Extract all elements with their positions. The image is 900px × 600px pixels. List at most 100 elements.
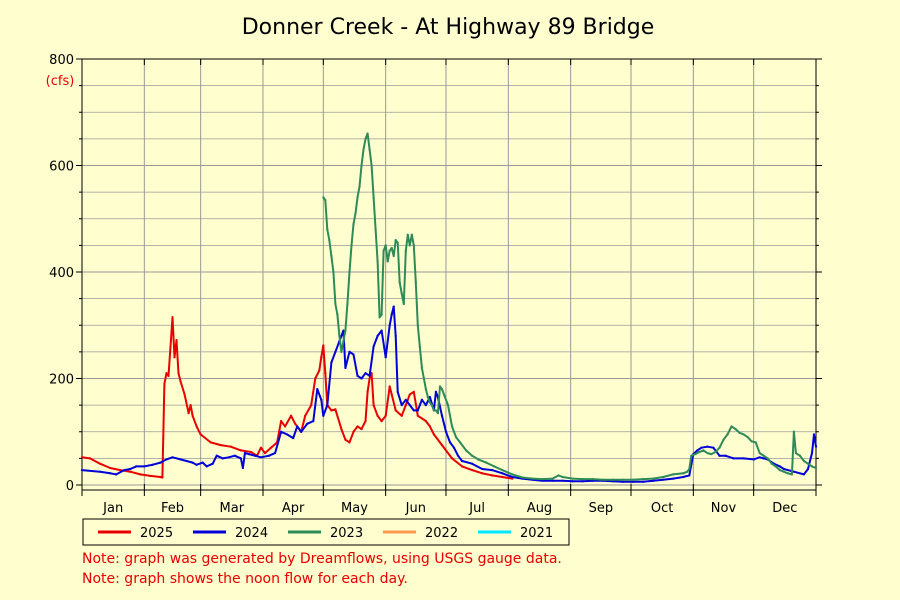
data-point: [641, 478, 645, 481]
data-point: [322, 196, 325, 199]
x-tick-label: Jun: [405, 501, 426, 516]
data-point: [380, 420, 383, 423]
data-point: [481, 467, 484, 471]
data-point: [688, 467, 691, 471]
data-point: [368, 377, 371, 380]
data-point: [792, 470, 795, 473]
data-point: [135, 465, 138, 468]
data-point: [460, 465, 464, 468]
data-point: [511, 475, 514, 479]
data-point: [477, 458, 480, 461]
data-point: [712, 446, 715, 449]
data-point: [189, 404, 192, 407]
data-point: [334, 408, 337, 411]
data-point: [360, 164, 363, 167]
data-point: [440, 443, 444, 447]
data-point: [247, 453, 251, 456]
data-point: [239, 449, 242, 452]
data-point: [390, 313, 393, 316]
data-point: [211, 462, 214, 465]
data-point: [491, 474, 494, 477]
data-point: [758, 456, 761, 459]
data-point: [672, 477, 675, 480]
data-point: [631, 480, 635, 483]
data-point: [531, 477, 534, 480]
data-point: [601, 478, 604, 481]
data-point: [195, 425, 198, 428]
data-point: [778, 468, 781, 472]
data-point: [356, 374, 359, 377]
data-point: [416, 324, 419, 327]
data-point: [418, 345, 421, 348]
data-point: [408, 244, 411, 247]
data-point: [794, 451, 797, 455]
x-tick-label: Apr: [282, 501, 305, 516]
data-point: [631, 478, 635, 481]
data-point: [571, 477, 574, 480]
data-point: [766, 457, 769, 460]
data-point: [404, 404, 407, 407]
data-point: [471, 468, 474, 472]
data-point: [229, 445, 232, 448]
data-point: [279, 420, 283, 423]
data-point: [390, 246, 393, 250]
legend-label-2021: 2021: [520, 526, 553, 541]
data-point: [412, 390, 415, 393]
x-tick-label: Sep: [589, 501, 614, 516]
data-point: [690, 454, 693, 457]
data-point: [350, 244, 353, 247]
data-point: [310, 404, 313, 407]
data-point: [360, 377, 363, 380]
data-point: [774, 465, 777, 468]
data-point: [464, 449, 468, 452]
data-point: [358, 185, 361, 188]
data-point: [408, 393, 411, 396]
x-tick-label: Nov: [711, 501, 737, 516]
data-point: [163, 382, 166, 385]
x-tick-label: May: [341, 501, 368, 516]
data-point: [338, 334, 341, 337]
data-point: [394, 334, 397, 337]
data-point: [167, 374, 170, 377]
data-point: [434, 390, 438, 393]
data-point: [454, 435, 458, 439]
data-point: [191, 414, 194, 417]
data-point: [219, 443, 222, 447]
data-point: [259, 456, 263, 459]
note-noon-flow: Note: graph shows the noon flow for each…: [82, 571, 408, 587]
data-point: [682, 475, 685, 479]
legend-label-2022: 2022: [425, 526, 458, 541]
data-point: [352, 222, 355, 226]
data-point: [332, 270, 335, 274]
x-tick-label: Feb: [161, 501, 184, 516]
series-line-2025: [81, 316, 513, 480]
data-point: [115, 473, 118, 476]
data-point: [798, 454, 802, 457]
data-point: [129, 467, 132, 471]
data-point: [294, 422, 297, 425]
data-point: [438, 385, 442, 388]
data-point: [376, 260, 379, 263]
data-point: [392, 305, 395, 308]
data-point: [448, 441, 452, 444]
data-point: [175, 339, 178, 342]
data-point: [352, 430, 355, 433]
data-point: [493, 465, 496, 468]
y-tick-label: 600: [49, 160, 74, 175]
data-point: [185, 459, 188, 463]
data-point: [330, 409, 333, 412]
data-point: [159, 461, 162, 464]
data-point: [432, 433, 436, 436]
series-line-2023: [322, 132, 817, 481]
data-point: [732, 457, 735, 460]
data-point: [362, 148, 365, 151]
data-point: [165, 372, 168, 375]
data-point: [424, 388, 427, 391]
plot-frame: [81, 58, 817, 491]
data-point: [398, 281, 401, 284]
data-point: [396, 390, 399, 393]
data-point: [551, 477, 554, 480]
data-point: [273, 451, 277, 455]
data-point: [346, 302, 349, 306]
data-point: [688, 474, 691, 477]
